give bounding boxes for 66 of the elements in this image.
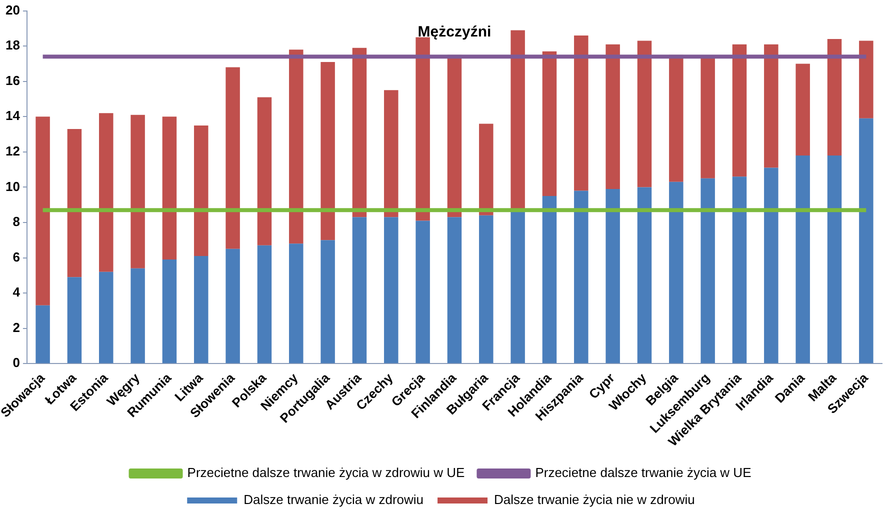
bar — [796, 155, 810, 364]
bar — [637, 40, 652, 188]
y-tick-label: 10 — [5, 178, 20, 194]
bar — [257, 245, 272, 364]
bar — [67, 128, 82, 278]
y-tick-label: 14 — [5, 108, 21, 124]
bar — [637, 187, 652, 364]
bar — [384, 217, 398, 364]
bar — [67, 277, 82, 364]
bar — [320, 240, 335, 364]
text: Mężczyźni — [418, 23, 492, 40]
bar — [796, 64, 810, 156]
y-tick-label: 2 — [12, 320, 20, 335]
bar — [162, 260, 177, 364]
y-tick-label: 18 — [5, 38, 20, 53]
bar — [732, 44, 747, 177]
y-tick-label: 12 — [5, 143, 20, 158]
bar — [764, 44, 778, 168]
bar — [827, 155, 842, 364]
bar — [764, 168, 778, 364]
y-tick-label: 16 — [5, 72, 20, 88]
bar — [289, 244, 304, 364]
y-tick-label: 8 — [12, 214, 20, 230]
bar — [732, 176, 747, 364]
bar — [479, 215, 494, 364]
bar — [257, 97, 272, 246]
bar — [130, 114, 145, 268]
y-tick-label: 0 — [12, 355, 20, 370]
bar — [130, 268, 145, 364]
bar — [606, 188, 620, 364]
bar — [700, 178, 715, 364]
bar — [289, 50, 304, 244]
bar — [99, 113, 114, 272]
bar — [194, 125, 208, 256]
bar — [510, 212, 525, 364]
bar — [226, 67, 240, 249]
legend-label: Dalsze trwanie życia nie w zdrowiu — [494, 492, 695, 508]
bar — [36, 305, 50, 364]
bar — [700, 56, 715, 178]
bar — [542, 51, 557, 196]
bar — [416, 220, 430, 364]
legend-label: Dalsze trwanie życia w zdrowiu — [244, 492, 424, 508]
bar — [36, 116, 50, 306]
bar — [606, 44, 620, 189]
bar — [226, 248, 240, 364]
bar — [479, 124, 494, 216]
bar — [352, 48, 367, 218]
bar — [162, 116, 177, 260]
bar — [320, 62, 335, 240]
bar — [352, 217, 367, 364]
bar — [574, 35, 588, 191]
bar — [859, 118, 874, 364]
bar — [859, 40, 874, 118]
y-tick-label: 6 — [12, 249, 20, 264]
bar — [447, 217, 462, 364]
y-tick-label: 20 — [5, 2, 20, 18]
bar — [99, 272, 114, 364]
legend-label: Przecietne dalsze trwanie życia w UE — [535, 465, 752, 480]
legend-label: Przecietne dalsze trwanie życia w zdrowiu w UE — [187, 465, 466, 480]
bar — [542, 196, 557, 364]
bar — [384, 90, 398, 218]
y-tick-label: 4 — [12, 284, 21, 300]
bar — [669, 182, 684, 364]
bar — [194, 256, 208, 364]
bar — [574, 190, 588, 364]
bar — [827, 39, 842, 156]
